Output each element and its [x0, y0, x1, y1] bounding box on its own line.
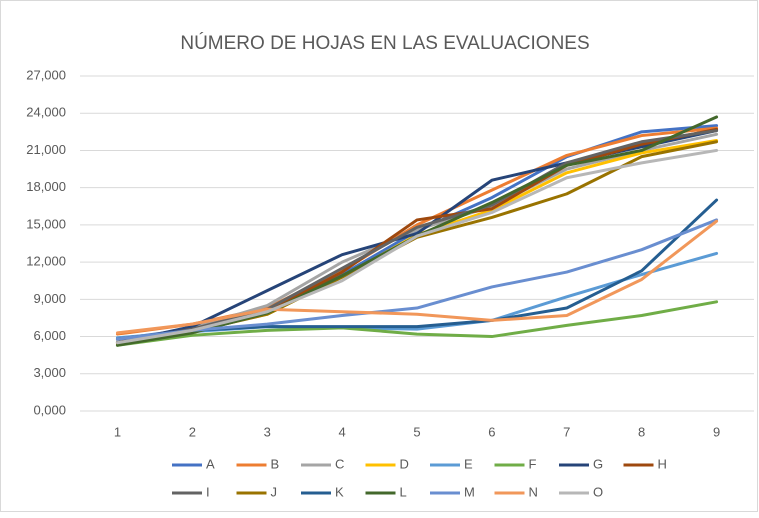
legend-label: I [206, 484, 210, 499]
x-tick-label: 9 [713, 424, 720, 439]
y-tick-label: 6,000 [33, 328, 66, 343]
chart-title: NÚMERO DE HOJAS EN LAS EVALUACIONES [180, 32, 589, 54]
legend-label: N [529, 484, 538, 499]
y-tick-label: 27,000 [26, 67, 66, 82]
y-tick-label: 9,000 [33, 291, 66, 306]
x-tick-label: 2 [189, 424, 196, 439]
y-tick-label: 3,000 [33, 365, 66, 380]
x-tick-label: 4 [338, 424, 345, 439]
y-tick-label: 0,000 [33, 402, 66, 417]
legend-label: D [400, 456, 409, 471]
series-line [115, 148, 719, 345]
legend-label: H [658, 456, 667, 471]
x-tick-label: 1 [114, 424, 121, 439]
y-tick-label: 15,000 [26, 216, 66, 231]
x-tick-label: 7 [563, 424, 570, 439]
legend-label: G [593, 456, 603, 471]
x-tick-label: 5 [413, 424, 420, 439]
series-line [115, 218, 719, 341]
series-line [115, 219, 719, 335]
legend-label: O [593, 484, 603, 499]
x-tick-label: 8 [638, 424, 645, 439]
x-tick-label: 3 [264, 424, 271, 439]
x-tick-label: 6 [488, 424, 495, 439]
legend-label: E [464, 456, 473, 471]
legend-label: A [206, 456, 215, 471]
y-tick-label: 24,000 [26, 105, 66, 120]
y-tick-label: 12,000 [26, 254, 66, 269]
legend-label: K [335, 484, 344, 499]
legend-label: J [271, 484, 278, 499]
legend-label: M [464, 484, 475, 499]
y-tick-label: 18,000 [26, 179, 66, 194]
legend-label: B [271, 456, 280, 471]
series-line [115, 129, 719, 345]
series-line [115, 300, 719, 347]
legend-label: C [335, 456, 344, 471]
y-tick-label: 21,000 [26, 142, 66, 157]
legend-label: F [529, 456, 537, 471]
legend-label: L [400, 484, 407, 499]
